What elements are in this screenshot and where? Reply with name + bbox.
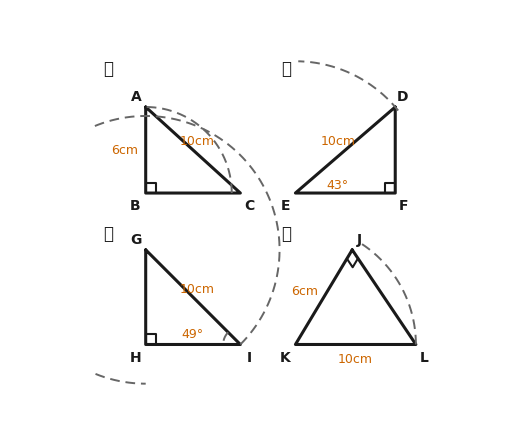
Text: 6cm: 6cm xyxy=(111,143,139,156)
Text: 10cm: 10cm xyxy=(338,354,373,367)
Text: F: F xyxy=(399,199,409,213)
Text: 6cm: 6cm xyxy=(291,285,318,298)
Text: D: D xyxy=(396,90,408,104)
Text: エ: エ xyxy=(282,225,292,243)
Text: A: A xyxy=(131,90,141,104)
Text: C: C xyxy=(244,199,254,213)
Text: 49°: 49° xyxy=(182,329,204,342)
Text: H: H xyxy=(130,350,141,365)
Text: イ: イ xyxy=(282,60,292,78)
Text: K: K xyxy=(280,350,291,365)
Text: G: G xyxy=(131,233,142,247)
Text: 10cm: 10cm xyxy=(180,135,215,148)
Text: B: B xyxy=(130,199,141,213)
Text: 10cm: 10cm xyxy=(180,283,215,296)
Text: I: I xyxy=(247,350,251,365)
Text: ウ: ウ xyxy=(103,225,112,243)
Text: 10cm: 10cm xyxy=(321,135,356,148)
Text: 43°: 43° xyxy=(327,179,348,192)
Text: J: J xyxy=(357,233,362,247)
Text: E: E xyxy=(280,199,290,213)
Text: L: L xyxy=(420,350,429,365)
Text: ア: ア xyxy=(103,60,112,78)
